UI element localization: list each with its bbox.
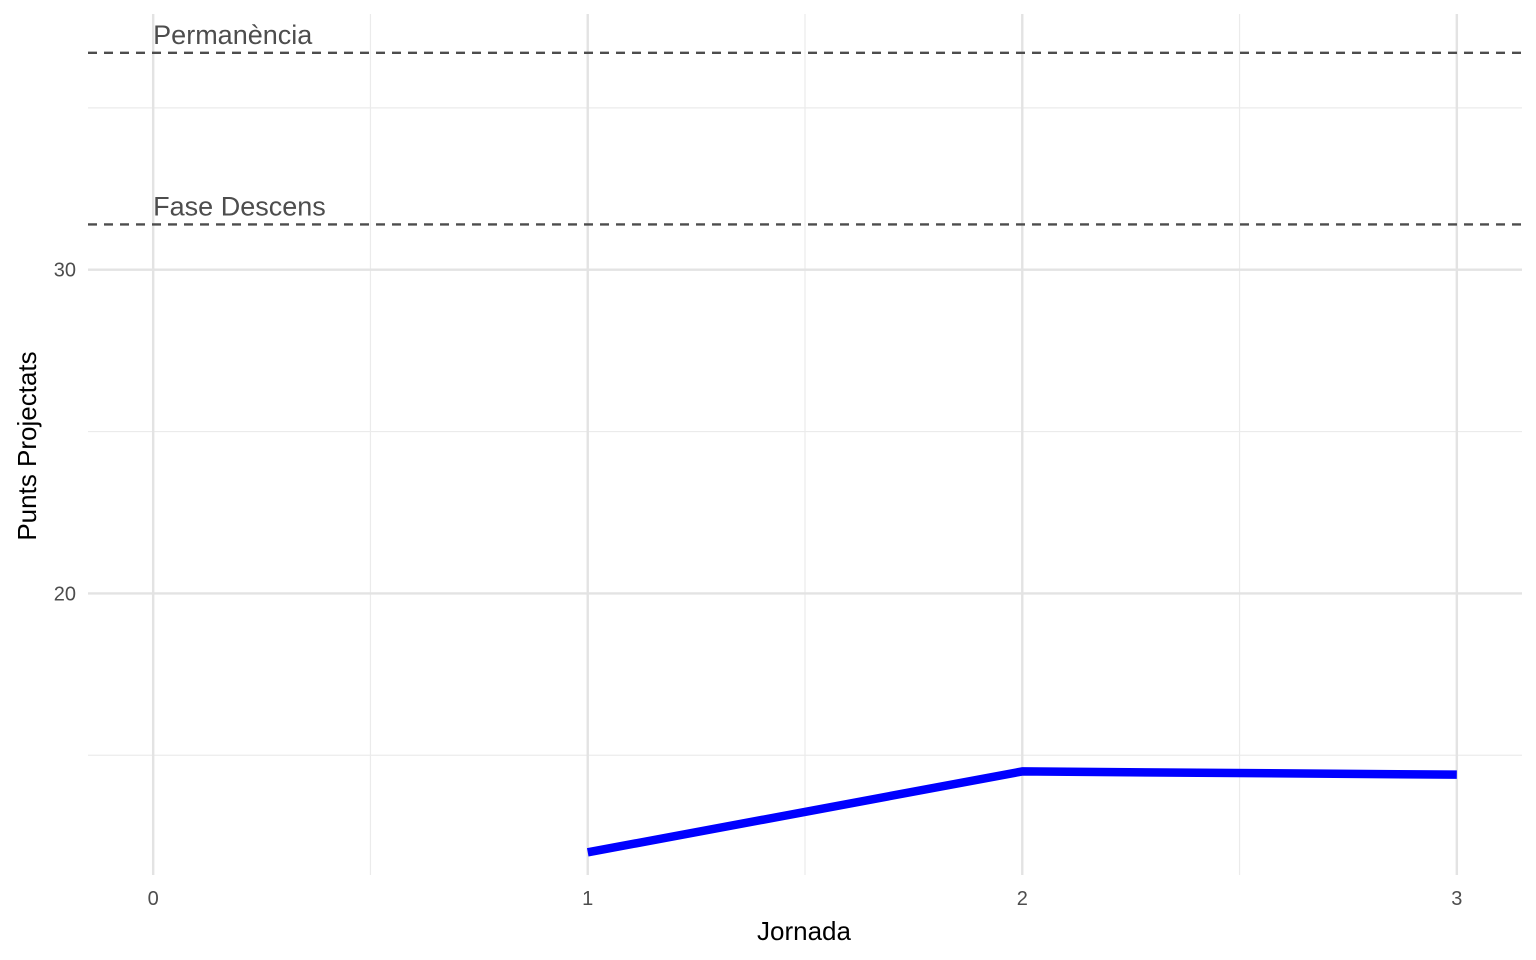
- grid-minor: [88, 14, 1522, 875]
- reference-line-label: Fase Descens: [153, 191, 326, 221]
- x-tick-label: 0: [148, 888, 159, 910]
- x-tick-labels: 0 1 2 3: [148, 888, 1463, 910]
- grid-major: [88, 14, 1522, 875]
- series-group: [586, 767, 1457, 857]
- x-tick-label: 1: [582, 888, 593, 910]
- x-tick-label: 3: [1451, 888, 1462, 910]
- y-axis-title: Punts Projectats: [12, 351, 42, 540]
- reference-lines: Permanència Fase Descens: [88, 20, 1522, 226]
- reference-line-label: Permanència: [153, 20, 313, 50]
- y-tick-label: 30: [54, 260, 76, 282]
- x-axis-title: Jornada: [757, 916, 851, 946]
- y-tick-label: 20: [54, 583, 76, 605]
- x-tick-label: 2: [1017, 888, 1028, 910]
- series-line: [586, 767, 1457, 857]
